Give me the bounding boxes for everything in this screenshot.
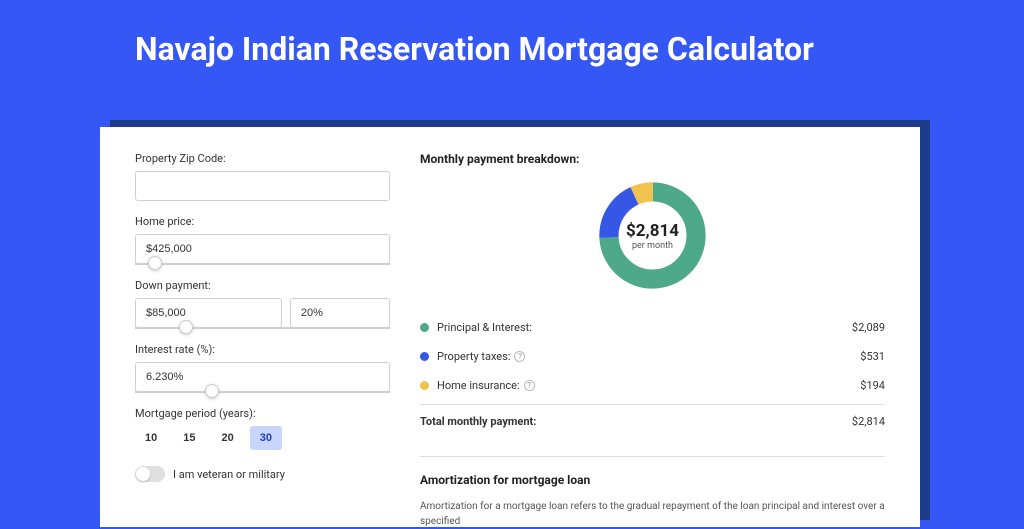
label-principal: Principal & Interest: [437, 321, 852, 334]
dot-taxes [420, 352, 429, 361]
interest-field-group: Interest rate (%): [135, 343, 390, 393]
info-icon[interactable]: ? [514, 351, 525, 362]
veteran-toggle[interactable] [135, 466, 165, 482]
row-home-insurance: Home insurance: ? $194 [420, 371, 885, 400]
label-taxes: Property taxes: ? [437, 350, 860, 363]
period-btn-15[interactable]: 15 [173, 426, 205, 450]
row-total: Total monthly payment: $2,814 [420, 404, 885, 436]
interest-input[interactable] [135, 362, 390, 392]
amort-text: Amortization for a mortgage loan refers … [420, 499, 885, 529]
calculator-card: Property Zip Code: Home price: Down paym… [100, 127, 920, 527]
val-taxes: $531 [860, 350, 885, 363]
down-payment-amount-input[interactable] [135, 298, 282, 328]
period-btn-30[interactable]: 30 [250, 426, 282, 450]
page-title: Navajo Indian Reservation Mortgage Calcu… [0, 0, 1024, 88]
label-total: Total monthly payment: [420, 415, 852, 428]
period-btn-20[interactable]: 20 [212, 426, 244, 450]
val-insurance: $194 [860, 379, 885, 392]
label-taxes-text: Property taxes: [437, 350, 510, 363]
down-payment-slider[interactable] [135, 327, 390, 329]
home-price-input[interactable] [135, 234, 390, 264]
zip-label: Property Zip Code: [135, 152, 390, 165]
veteran-label: I am veteran or military [173, 468, 285, 481]
form-column: Property Zip Code: Home price: Down paym… [135, 152, 390, 502]
home-price-label: Home price: [135, 215, 390, 228]
interest-slider[interactable] [135, 391, 390, 393]
interest-slider-thumb[interactable] [205, 384, 219, 398]
down-payment-field-group: Down payment: [135, 279, 390, 329]
row-property-taxes: Property taxes: ? $531 [420, 342, 885, 371]
interest-label: Interest rate (%): [135, 343, 390, 356]
zip-field-group: Property Zip Code: [135, 152, 390, 201]
amort-section: Amortization for mortgage loan Amortizat… [420, 456, 885, 529]
home-price-slider[interactable] [135, 263, 390, 265]
period-label: Mortgage period (years): [135, 407, 390, 420]
dot-principal [420, 323, 429, 332]
donut-amount: $2,814 [626, 221, 679, 241]
val-principal: $2,089 [852, 321, 885, 334]
label-insurance: Home insurance: ? [437, 379, 860, 392]
period-options: 10 15 20 30 [135, 426, 390, 450]
donut-center: $2,814 per month [595, 178, 710, 293]
home-price-slider-thumb[interactable] [148, 256, 162, 270]
period-btn-10[interactable]: 10 [135, 426, 167, 450]
val-total: $2,814 [852, 415, 885, 428]
breakdown-column: Monthly payment breakdown: $2,814 per mo… [420, 152, 885, 502]
donut-sub: per month [632, 241, 673, 251]
home-price-field-group: Home price: [135, 215, 390, 265]
period-field-group: Mortgage period (years): 10 15 20 30 [135, 407, 390, 450]
info-icon[interactable]: ? [524, 380, 535, 391]
veteran-toggle-row: I am veteran or military [135, 466, 390, 482]
donut-chart: $2,814 per month [595, 178, 710, 293]
label-insurance-text: Home insurance: [437, 379, 520, 392]
row-principal-interest: Principal & Interest: $2,089 [420, 313, 885, 342]
amort-title: Amortization for mortgage loan [420, 473, 885, 487]
dot-insurance [420, 381, 429, 390]
veteran-toggle-knob [136, 467, 150, 481]
down-payment-slider-thumb[interactable] [179, 320, 193, 334]
zip-input[interactable] [135, 171, 390, 201]
breakdown-title: Monthly payment breakdown: [420, 152, 885, 166]
down-payment-pct-input[interactable] [290, 298, 390, 328]
donut-wrap: $2,814 per month [420, 178, 885, 293]
down-payment-label: Down payment: [135, 279, 390, 292]
